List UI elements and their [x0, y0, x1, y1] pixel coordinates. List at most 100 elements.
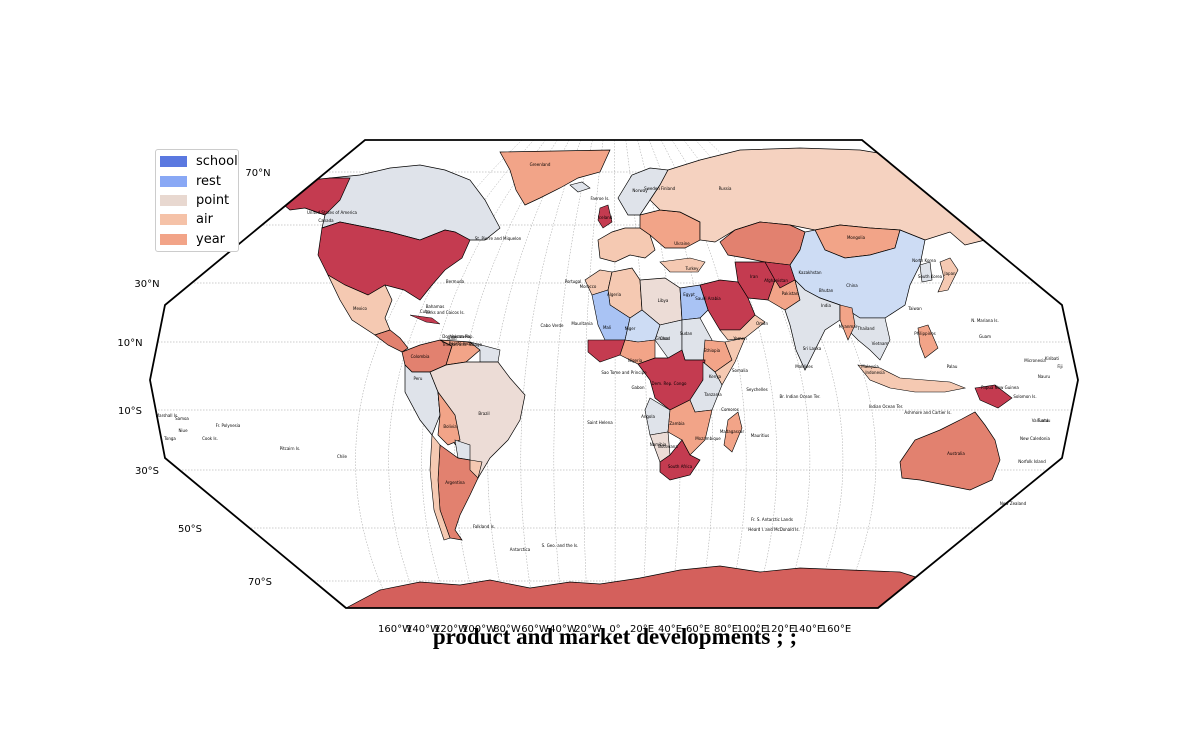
region-label: Namibia	[650, 442, 667, 447]
region-label: Tuvalu	[1037, 418, 1051, 423]
legend-swatch	[160, 233, 187, 245]
longitude-label: 60°E	[686, 624, 710, 635]
region-label: Fr. S. Antarctic Lands	[751, 517, 793, 522]
region-label: Sudan	[680, 331, 693, 336]
region-label: Sri Lanka	[803, 346, 822, 351]
region-label: Turkey	[684, 266, 699, 271]
region-label: Morocco	[580, 284, 597, 289]
region-label: Tanzania	[703, 392, 722, 397]
region-label: Mozambique	[695, 436, 721, 441]
legend-item: air	[156, 210, 238, 229]
region-label: Ashmore and Cartier Is.	[904, 410, 951, 415]
region-bolivia	[437, 390, 461, 446]
region-japan	[937, 257, 959, 293]
region-label: Saudi Arabia	[695, 296, 721, 301]
latitude-label: 10°S	[118, 406, 142, 417]
region-label: Kazakhstan	[798, 270, 822, 275]
region-chile	[429, 434, 451, 541]
region-label: Japan	[943, 271, 956, 276]
region-uk	[597, 204, 613, 229]
region-label: Afghanistan	[764, 278, 788, 283]
region-egypt	[679, 284, 709, 321]
region-label: S. Geo. and the Is.	[542, 543, 579, 548]
region-label: Taiwan	[907, 306, 922, 311]
legend-label: year	[196, 231, 226, 247]
region-label: Guam	[979, 334, 991, 339]
region-label: Canada	[318, 218, 334, 223]
region-label: Marshall Is.	[156, 413, 179, 418]
region-label: Ethiopia	[704, 348, 721, 353]
longitude-label: 0°	[609, 624, 620, 635]
latitude-label: 50°S	[178, 524, 202, 535]
meridian-line	[583, 140, 604, 608]
region-turkey	[659, 257, 706, 273]
region-label: Trinidad and Tobago	[441, 342, 483, 347]
region-label: Cuba	[420, 309, 431, 314]
region-labels: Greenland United States of America Canada M…	[156, 162, 1063, 552]
region-label: Iran	[750, 274, 758, 279]
region-label: Vietnam	[872, 341, 889, 346]
region-europe-west	[597, 227, 656, 263]
region-label: Portugal	[565, 279, 582, 284]
region-label: Faeroe Is.	[590, 196, 609, 201]
meridian-line	[553, 140, 593, 608]
region-cuba	[409, 314, 441, 325]
region-label: Samoa	[175, 416, 189, 421]
meridian-line	[520, 140, 582, 608]
longitude-label: 80°W	[493, 624, 521, 635]
region-papua-new-guinea	[974, 384, 1013, 409]
region-madagascar	[723, 411, 743, 453]
region-label: New Zealand	[1000, 501, 1027, 506]
legend-item: point	[156, 191, 238, 210]
region-label: Colombia	[411, 354, 430, 359]
region-label: Cabo Verde	[541, 323, 565, 328]
legend-item: year	[156, 230, 238, 249]
legend-label: point	[196, 192, 230, 208]
region-label: Solomon Is.	[1013, 394, 1036, 399]
region-label: Sao Tome and Principe	[601, 370, 647, 375]
region-label: Iceland	[598, 215, 613, 220]
region-central-america	[374, 329, 409, 353]
longitude-label: 80°E	[714, 624, 738, 635]
region-new-zealand	[998, 481, 1046, 519]
region-label: Mali	[603, 325, 611, 330]
region-label: Algeria	[607, 292, 622, 297]
region-label: Gabon	[631, 385, 645, 390]
region-label: Maldives	[795, 364, 813, 369]
region-label: Seychelles	[746, 387, 767, 392]
region-label: Russia	[719, 186, 732, 191]
region-yemen-oman	[719, 314, 766, 341]
legend-swatch	[160, 194, 187, 206]
latitude-label: 30°N	[134, 279, 159, 290]
longitude-label: 140°E	[793, 624, 823, 635]
region-label: Bermuda	[446, 279, 465, 284]
region-south-africa	[659, 439, 701, 481]
region-label: Ukraine	[674, 241, 690, 246]
region-label: Finland	[661, 186, 676, 191]
region-korea	[919, 261, 933, 283]
region-label: Oman	[756, 321, 768, 326]
region-indonesia	[857, 364, 967, 393]
region-label: Bhutan	[819, 288, 834, 293]
longitude-label: 20°E	[630, 624, 654, 635]
region-label: Saint Helena	[587, 420, 613, 425]
region-label: Malaysia	[861, 364, 879, 369]
region-label: Australia	[947, 451, 965, 456]
legend-swatch	[160, 156, 187, 168]
longitude-label: 160°W	[378, 624, 412, 635]
region-label: Vanuatu	[1032, 418, 1049, 423]
latitude-label: 70°S	[248, 577, 272, 588]
region-label: South Africa	[668, 464, 693, 469]
region-label: Mongolia	[847, 235, 866, 240]
region-iceland	[569, 181, 591, 193]
latitude-label: 10°N	[117, 338, 142, 349]
legend-label: school	[196, 154, 238, 170]
region-label: Bolivia	[443, 424, 457, 429]
longitude-label: 40°E	[658, 624, 682, 635]
region-label: New Caledonia	[1020, 436, 1050, 441]
region-label: Egypt	[683, 292, 695, 297]
region-label: Turks and Caicos Is.	[424, 310, 464, 315]
region-label: Norway	[632, 188, 648, 193]
region-label: Haiti	[447, 336, 456, 341]
